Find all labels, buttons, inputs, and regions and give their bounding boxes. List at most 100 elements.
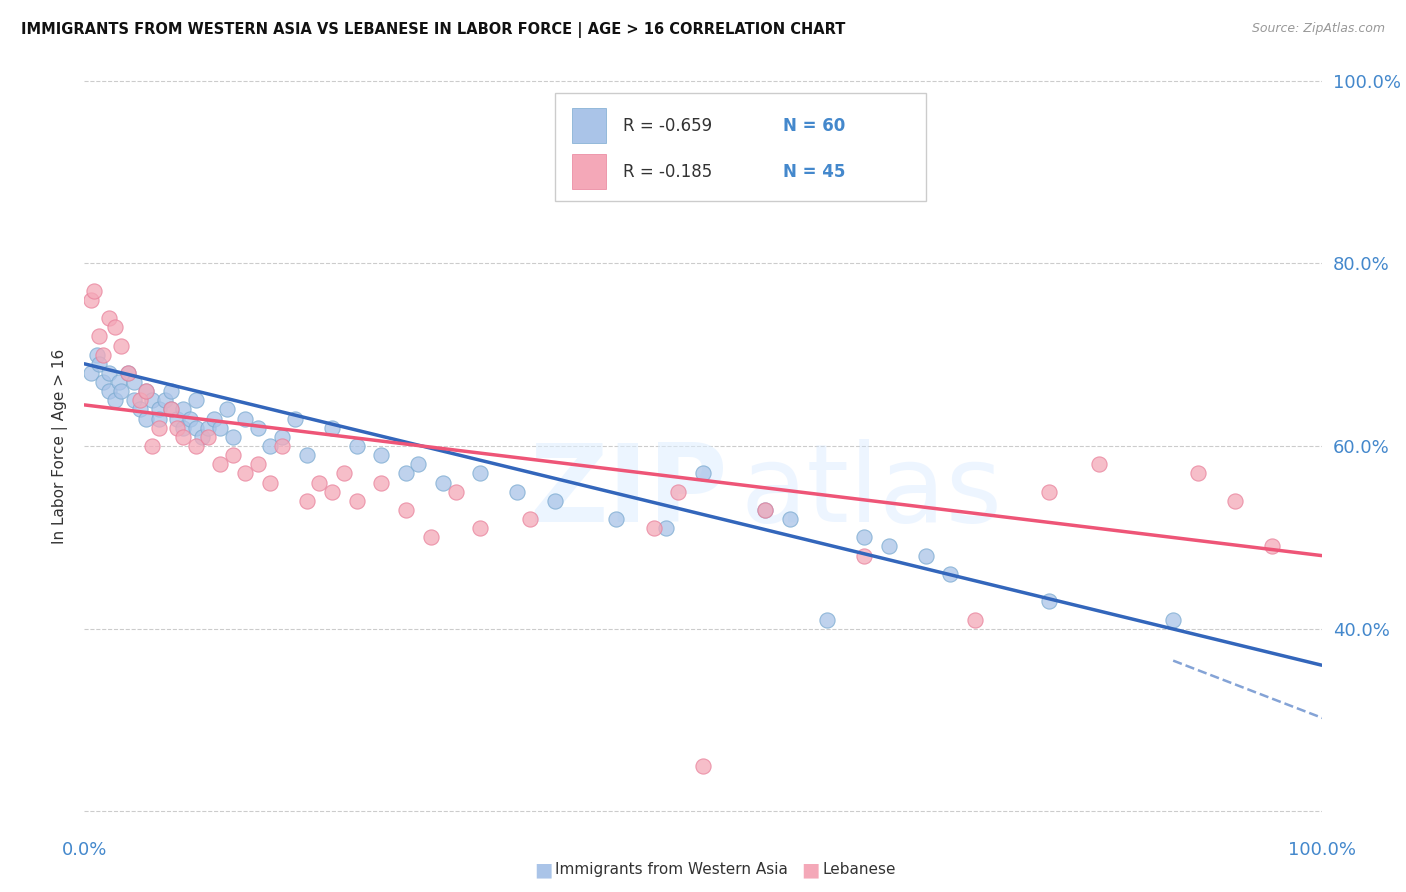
Point <box>655 521 678 535</box>
Point <box>89 329 111 343</box>
Point <box>246 421 269 435</box>
Text: Immigrants from Western Asia: Immigrants from Western Asia <box>555 863 789 877</box>
Point <box>160 384 183 399</box>
Point <box>148 421 170 435</box>
Point <box>914 549 936 563</box>
Point <box>246 457 269 471</box>
Point <box>141 439 163 453</box>
Point <box>605 512 627 526</box>
Point <box>1088 457 1111 471</box>
Point <box>1261 540 1284 554</box>
Point <box>543 493 565 508</box>
Point <box>202 411 225 425</box>
Point <box>519 512 541 526</box>
Point <box>110 338 132 352</box>
Point <box>209 457 232 471</box>
Point <box>643 521 665 535</box>
Point <box>122 393 145 408</box>
Text: IMMIGRANTS FROM WESTERN ASIA VS LEBANESE IN LABOR FORCE | AGE > 16 CORRELATION C: IMMIGRANTS FROM WESTERN ASIA VS LEBANESE… <box>21 22 845 38</box>
Point <box>122 375 145 389</box>
Point <box>184 421 207 435</box>
Point <box>179 411 201 425</box>
Point <box>295 448 318 462</box>
Point <box>259 439 281 453</box>
Point <box>965 613 987 627</box>
Point <box>444 484 467 499</box>
Point <box>98 311 121 326</box>
Point <box>1187 467 1209 481</box>
Point <box>333 467 356 481</box>
Point <box>346 493 368 508</box>
Point <box>209 421 232 435</box>
Point <box>184 393 207 408</box>
Point <box>166 411 188 425</box>
Point <box>215 402 238 417</box>
Point <box>233 467 256 481</box>
Point <box>470 521 492 535</box>
Point <box>877 540 900 554</box>
Point <box>1223 493 1246 508</box>
Point <box>197 421 219 435</box>
Point <box>754 503 776 517</box>
Text: atlas: atlas <box>740 439 1002 545</box>
Point <box>172 421 194 435</box>
Point <box>172 430 194 444</box>
Text: ■: ■ <box>534 860 553 880</box>
Text: N = 45: N = 45 <box>783 163 846 181</box>
Point <box>141 393 163 408</box>
Point <box>191 430 214 444</box>
Point <box>117 366 139 380</box>
Point <box>346 439 368 453</box>
Point <box>395 467 418 481</box>
Text: Lebanese: Lebanese <box>823 863 896 877</box>
Text: R = -0.659: R = -0.659 <box>623 117 711 135</box>
Point <box>86 348 108 362</box>
Point <box>83 284 105 298</box>
Point <box>666 484 689 499</box>
Point <box>271 430 294 444</box>
Point <box>129 402 152 417</box>
Point <box>104 393 127 408</box>
Point <box>1038 594 1060 608</box>
Point <box>148 402 170 417</box>
Point <box>135 411 157 425</box>
Point <box>432 475 454 490</box>
FancyBboxPatch shape <box>572 109 606 143</box>
Point <box>108 375 131 389</box>
Point <box>166 421 188 435</box>
Point <box>939 566 962 581</box>
Point <box>815 613 838 627</box>
Point <box>284 411 307 425</box>
Point <box>184 439 207 453</box>
Point <box>470 467 492 481</box>
Point <box>271 439 294 453</box>
Point <box>370 475 392 490</box>
Point <box>91 348 114 362</box>
Text: R = -0.185: R = -0.185 <box>623 163 711 181</box>
Point <box>419 530 441 544</box>
Point <box>160 402 183 417</box>
Text: N = 60: N = 60 <box>783 117 845 135</box>
Point <box>395 503 418 517</box>
Point <box>779 512 801 526</box>
Point <box>79 366 101 380</box>
Point <box>370 448 392 462</box>
Point <box>89 357 111 371</box>
FancyBboxPatch shape <box>554 93 925 201</box>
Point <box>692 758 714 772</box>
Point <box>135 384 157 399</box>
Text: ■: ■ <box>801 860 820 880</box>
Point <box>308 475 330 490</box>
Point <box>321 484 343 499</box>
Point <box>117 366 139 380</box>
Point <box>1161 613 1184 627</box>
Point <box>408 457 430 471</box>
Point <box>98 366 121 380</box>
Point <box>222 448 245 462</box>
Point <box>754 503 776 517</box>
Point <box>135 384 157 399</box>
Point <box>91 375 114 389</box>
Point <box>295 493 318 508</box>
Point <box>98 384 121 399</box>
Point <box>129 393 152 408</box>
